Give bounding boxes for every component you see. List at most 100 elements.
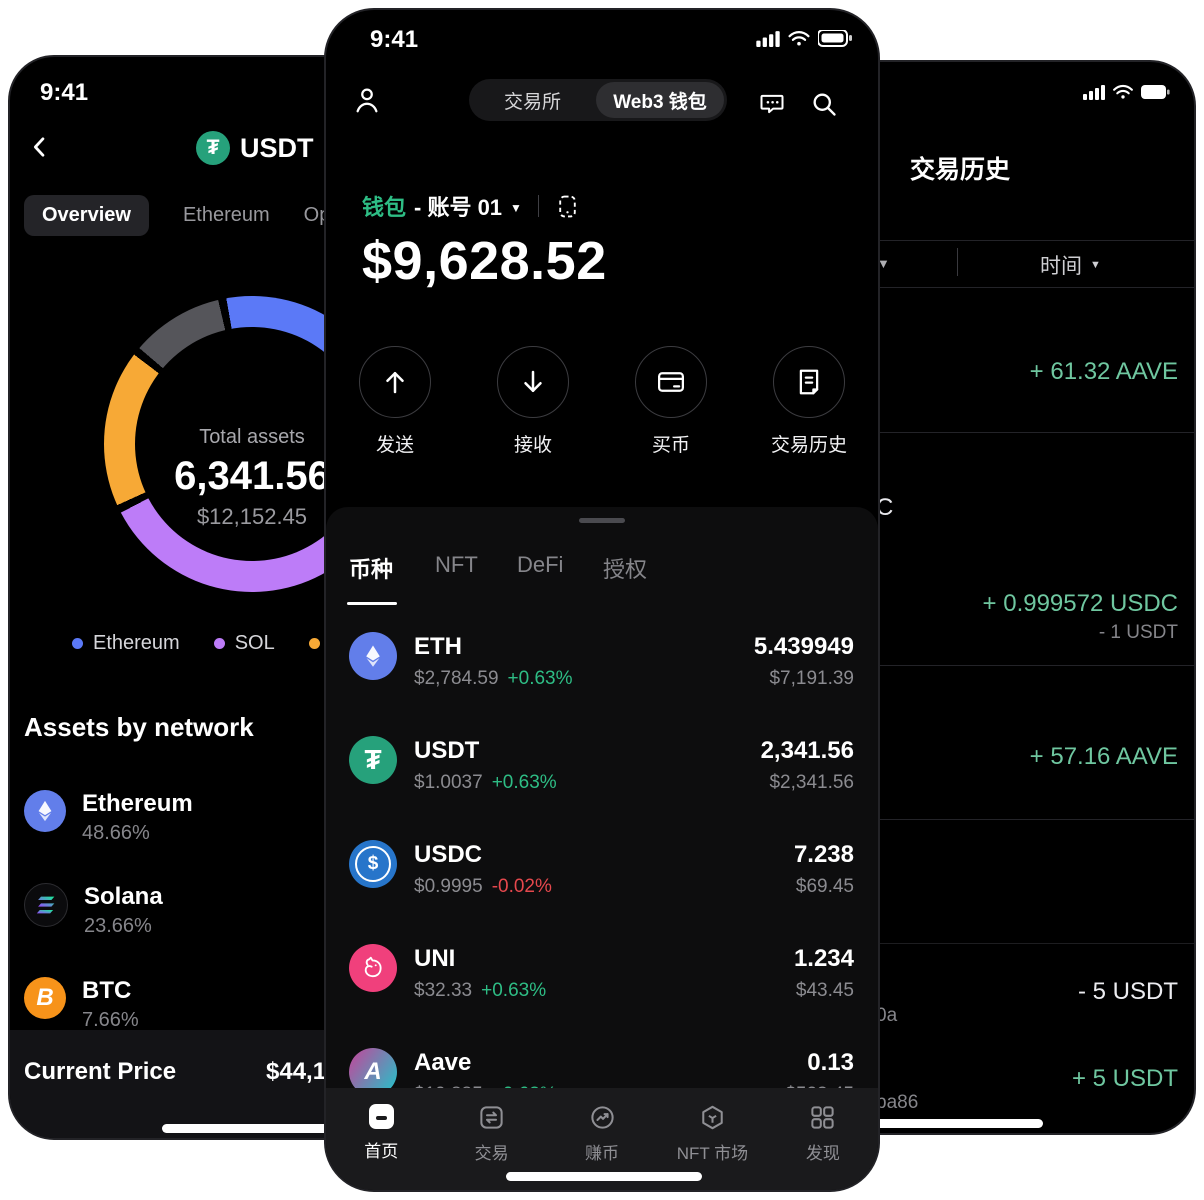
nav-trade[interactable]: 交易 <box>436 1088 546 1190</box>
ethereum-icon <box>24 790 66 832</box>
token-change: +0.63% <box>491 772 557 793</box>
legend-sol: SOL <box>213 632 275 655</box>
tx-sub-amount: - 1 USDT <box>1098 622 1178 643</box>
wallet-label: 钱包 <box>362 195 407 220</box>
donut-legend: Ethereum SOL BTC <box>72 632 370 655</box>
search-button[interactable] <box>810 90 838 118</box>
network-percent: 23.66% <box>84 915 152 937</box>
network-row-ethereum[interactable]: Ethereum 48.66% <box>24 790 193 845</box>
tab-exchange[interactable]: 交易所 <box>503 91 561 113</box>
token-amount: 2,341.56 <box>760 737 854 764</box>
legend-dot-sol <box>213 638 225 649</box>
tx-amount[interactable]: - 5 USDT <box>1077 978 1178 1005</box>
token-row-eth[interactable]: ETH $2,784.59 +0.63% 5.439949 $7,191.39 <box>349 632 854 702</box>
wallet-home-screen: 9:41 交易所 Web3 钱包 钱包 - 账号 01 ▼ $9,628.52 … <box>324 8 880 1192</box>
tab-coins[interactable]: 币种 <box>349 557 394 582</box>
tether-icon: ₮ <box>196 131 230 165</box>
back-button[interactable] <box>26 133 54 161</box>
token-amount: 1.234 <box>793 945 854 972</box>
tab-defi[interactable]: DeFi <box>517 552 564 577</box>
network-row-solana[interactable]: Solana 23.66% <box>24 883 163 938</box>
token-fiat: $69.45 <box>795 876 854 897</box>
wifi-icon <box>788 30 810 46</box>
tab-ethereum[interactable]: Ethereum <box>182 204 270 226</box>
eth-icon <box>349 632 397 680</box>
tx-amount[interactable]: + 0.999572 USDC <box>982 590 1178 617</box>
nav-discover[interactable]: 发现 <box>768 1088 878 1190</box>
nft-market-icon <box>702 1105 723 1130</box>
search-icon <box>813 93 836 116</box>
token-price: $32.33 <box>414 980 473 1001</box>
btc-icon: B <box>24 977 66 1019</box>
battery-icon <box>818 30 852 47</box>
tx-amount[interactable]: + 61.32 AAVE <box>1029 358 1178 385</box>
profile-button[interactable] <box>352 85 382 115</box>
token-amount: 5.439949 <box>753 633 854 660</box>
home-indicator <box>506 1172 702 1181</box>
wifi-icon <box>1113 84 1133 99</box>
nav-nft-market[interactable]: NFT 市场 <box>657 1088 767 1190</box>
token-row-usdc[interactable]: $ USDC $0.9995 -0.02% 7.238 $69.45 <box>349 840 854 910</box>
home-indicator <box>788 1119 1043 1128</box>
tx-address-fragment: ba86 <box>876 1092 919 1113</box>
tab-nft[interactable]: NFT <box>435 552 478 577</box>
chat-icon <box>760 94 784 114</box>
donut-center-fiat: $12,152.45 <box>196 504 308 529</box>
time-filter-dropdown[interactable]: 时间 ▼ <box>1040 255 1101 278</box>
history-button[interactable]: 交易历史 <box>740 346 878 457</box>
active-tab-underline <box>347 602 397 605</box>
assets-sheet: 币种 NFT DeFi 授权 ETH $2,784.59 +0.63% 5.439… <box>326 507 878 1190</box>
nav-home[interactable]: 首页 <box>326 1088 436 1190</box>
token-row-uni[interactable]: UNI $32.33 +0.63% 1.234 $43.45 <box>349 944 854 1014</box>
token-fiat: $43.45 <box>795 980 854 1001</box>
token-amount: 7.238 <box>793 841 854 868</box>
status-time: 9:41 <box>40 79 89 106</box>
token-change: +0.63% <box>481 980 547 1001</box>
send-button[interactable]: 发送 <box>326 346 464 457</box>
token-amount: 0.13 <box>807 1049 854 1076</box>
donut-center-value: 6,341.56 <box>174 454 330 498</box>
network-percent: 7.66% <box>82 1009 139 1031</box>
usdt-icon: ₮ <box>349 736 397 784</box>
scan-icon[interactable] <box>555 194 580 219</box>
arrow-down-icon <box>524 370 542 392</box>
earn-icon <box>590 1106 614 1129</box>
solana-icon <box>24 883 68 927</box>
token-change: -0.02% <box>491 876 552 897</box>
support-chat-button[interactable] <box>758 90 786 118</box>
tx-amount[interactable]: + 57.16 AAVE <box>1029 743 1178 770</box>
chevron-down-icon: ▼ <box>1090 259 1101 271</box>
token-row-usdt[interactable]: ₮ USDT $1.0037 +0.63% 2,341.56 $2,341.56 <box>349 736 854 806</box>
legend-dot-ethereum <box>72 638 83 649</box>
trade-icon <box>480 1106 503 1129</box>
network-percent: 48.66% <box>82 822 150 844</box>
filter-caret-fragment[interactable]: ▼ <box>877 256 890 271</box>
token-price: $2,784.59 <box>414 668 499 689</box>
uni-icon <box>349 944 397 992</box>
account-selector[interactable]: 钱包 - 账号 01 ▼ <box>362 190 580 222</box>
token-change: +0.63% <box>507 668 573 689</box>
legend-ethereum: Ethereum <box>72 632 180 655</box>
person-icon <box>356 88 378 113</box>
donut-center-label: Total assets <box>199 426 305 448</box>
buy-crypto-button[interactable]: 买币 <box>602 346 740 457</box>
tab-web3-wallet[interactable]: Web3 钱包 <box>596 82 724 118</box>
token-fiat: $2,341.56 <box>769 772 854 793</box>
status-time: 9:41 <box>370 26 419 53</box>
drag-handle[interactable] <box>579 518 625 523</box>
filter-separator <box>957 248 958 276</box>
nav-earn[interactable]: 赚币 <box>547 1088 657 1190</box>
receive-button[interactable]: 接收 <box>464 346 602 457</box>
history-title: 交易历史 <box>910 156 1011 184</box>
tx-amount[interactable]: + 5 USDT <box>1071 1065 1178 1092</box>
legend-dot-btc <box>308 638 320 649</box>
document-icon <box>799 369 819 395</box>
network-row-btc[interactable]: B BTC 7.66% <box>24 977 139 1032</box>
tab-approvals[interactable]: 授权 <box>603 557 648 582</box>
battery-icon <box>1141 84 1170 99</box>
home-indicator <box>162 1124 402 1133</box>
signal-icon <box>756 31 780 47</box>
back-chevron-icon <box>33 137 45 157</box>
signal-icon <box>1083 85 1105 100</box>
tab-overview[interactable]: Overview <box>24 195 149 236</box>
